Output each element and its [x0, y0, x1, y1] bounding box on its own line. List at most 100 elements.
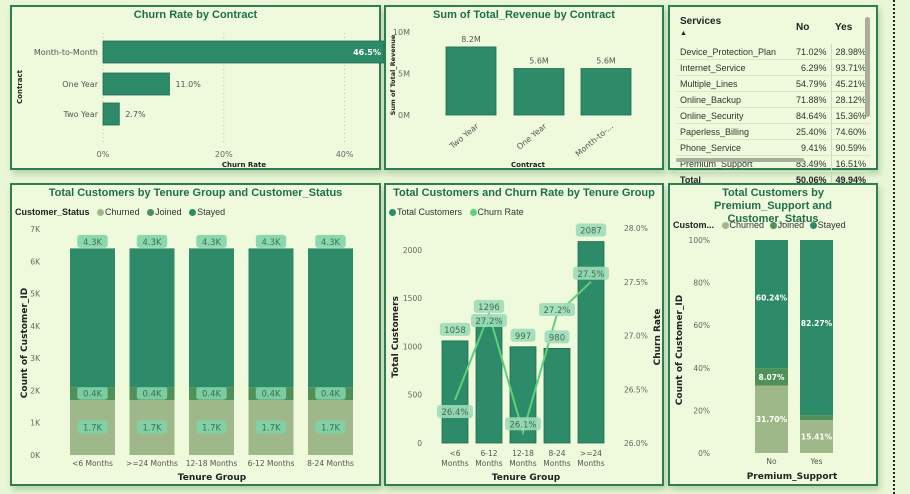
- no-cell: 9.41%: [792, 139, 832, 156]
- x-tick-label: >=24: [580, 449, 602, 458]
- x-axis-title: Tenure Group: [178, 473, 247, 483]
- legend-item-joined[interactable]: Joined: [142, 207, 182, 217]
- data-label: 5.6M: [596, 57, 616, 66]
- revenue-by-contract-chart: 0M 5M 10M 8.2M Two Year 5.6M One Year 5.6M Month…: [389, 28, 632, 169]
- data-label-bg: [77, 234, 108, 248]
- yes-cell: 90.59%: [831, 139, 871, 156]
- bar-segment-stayed: [129, 248, 175, 388]
- column-header-no[interactable]: No: [796, 21, 810, 33]
- churn-by-contract-panel[interactable]: Churn Rate by Contract 0% 20% 40% Month-to-…: [10, 5, 385, 170]
- data-label: 8.2M: [461, 35, 481, 44]
- x-tick-label: 6-12: [480, 449, 497, 458]
- legend-dot-icon: [721, 221, 729, 229]
- horizontal-scrollbar[interactable]: [676, 158, 804, 162]
- bar-segment-churned: [755, 385, 788, 453]
- bar-segment-stayed: [248, 248, 294, 388]
- y-axis-title: Count of Customer_ID: [675, 295, 685, 405]
- data-label: 15.41%: [801, 433, 833, 442]
- x-tick-label: Months: [509, 459, 537, 468]
- legend-item-churn-rate[interactable]: Churn Rate: [465, 207, 524, 217]
- table-row[interactable]: Phone_Service 9.41% 90.59%: [676, 139, 871, 156]
- bar-data-label-bg: [544, 330, 570, 344]
- yes-cell: 16.51%: [831, 155, 871, 172]
- table-row[interactable]: Online_Backup 71.88% 28.12%: [676, 91, 871, 108]
- vertical-scrollbar[interactable]: [865, 17, 870, 117]
- column-header-services[interactable]: Services ▲: [680, 16, 722, 37]
- bar: [102, 72, 170, 96]
- legend-dot-icon: [469, 208, 477, 216]
- x-tick-label: No: [766, 457, 777, 466]
- tenure-status-chart: 0K 1K 2K 3K 4K 5K 6K 7K 1.7K 0.4K 4.3K <6 Months 1.7…: [20, 225, 354, 483]
- service-cell: Multiple_Lines: [676, 75, 792, 92]
- x-tick-label: 20%: [215, 150, 233, 159]
- bar-data-label: 2087: [580, 227, 602, 237]
- data-label: 1.7K: [142, 424, 162, 434]
- y-tick-label: 4K: [30, 322, 41, 331]
- yes-cell: 28.12%: [831, 91, 871, 108]
- legend-item-total-customers[interactable]: Total Customers: [389, 207, 462, 217]
- x-tick-label: Months: [543, 459, 571, 468]
- data-label: 31.70%: [756, 415, 788, 424]
- data-label: 4.3K: [321, 238, 341, 248]
- data-label: 8.07%: [758, 373, 785, 382]
- legend: Custom... Churned Joined Stayed: [673, 220, 846, 230]
- legend-item-stayed[interactable]: Stayed: [184, 207, 225, 217]
- chart-title: Churn Rate by Contract: [133, 9, 258, 21]
- legend-dot-icon: [769, 221, 777, 229]
- x-tick-label: Yes: [809, 457, 822, 466]
- legend-item-churned[interactable]: Churned: [717, 220, 764, 230]
- legend-item-churned[interactable]: Churned: [92, 207, 140, 217]
- data-label: 0.4K: [142, 390, 162, 400]
- data-label: 4.3K: [83, 238, 103, 248]
- data-label-bg: [196, 420, 227, 434]
- x-axis-title: Premium_Support: [747, 472, 838, 482]
- chart-title: Total Customers and Churn Rate by Tenure…: [393, 187, 655, 199]
- x-tick-label: Month-to-...: [574, 122, 616, 159]
- table-row[interactable]: Device_Protection_Plan 71.02% 28.98%: [676, 44, 871, 60]
- bar-segment-stayed: [800, 240, 833, 416]
- y-tick-label: Month-to-Month: [34, 48, 98, 57]
- x-tick-label: One Year: [515, 121, 549, 151]
- bar-segment-joined: [800, 415, 833, 421]
- bar-data-label: 997: [515, 332, 531, 342]
- data-label: 4.3K: [202, 238, 222, 248]
- data-label-bg: [255, 420, 287, 434]
- y-tick-label: 500: [408, 391, 423, 400]
- data-label-bg: [77, 386, 108, 400]
- legend-dot-icon: [809, 221, 817, 229]
- table-row[interactable]: Multiple_Lines 54.79% 45.21%: [676, 75, 871, 92]
- y2-tick-label: 26.0%: [624, 439, 648, 448]
- data-label: 1.7K: [202, 424, 222, 434]
- table-row[interactable]: Paperless_Billing 25.40% 74.60%: [676, 123, 871, 140]
- data-label: 0.4K: [261, 390, 281, 400]
- revenue-by-contract-panel[interactable]: Sum of Total_Revenue by Contract 0M 5M 10M…: [384, 5, 664, 170]
- y-tick-label: 2000: [403, 246, 422, 255]
- table-row[interactable]: Internet_Service 6.29% 93.71%: [676, 59, 871, 76]
- bar-segment-stayed: [70, 248, 115, 388]
- legend-item-stayed[interactable]: Stayed: [807, 220, 846, 230]
- tenure-churn-panel[interactable]: Total Customers and Churn Rate by Tenure…: [384, 183, 664, 486]
- tenure-status-panel[interactable]: Total Customers by Tenure Group and Cust…: [10, 183, 381, 486]
- line-data-label-bg: [505, 417, 541, 431]
- bar: [102, 40, 385, 64]
- yes-cell: 15.36%: [831, 107, 871, 124]
- column-header-yes[interactable]: Yes: [835, 21, 853, 33]
- yes-cell: 49.94%: [835, 174, 867, 185]
- bar-data-label: 1058: [444, 326, 466, 336]
- y2-axis-title: Churn Rate: [653, 309, 663, 366]
- y-tick-label: 80%: [693, 279, 710, 288]
- y-tick-label: 2K: [30, 386, 41, 395]
- legend-item-joined[interactable]: Joined: [767, 220, 804, 230]
- chart-title: Total Customers by Premium_Support and C…: [714, 187, 832, 225]
- services-table-panel[interactable]: Services ▲ No Yes Device_Protection_Plan 7…: [668, 5, 878, 187]
- data-label: 60.24%: [756, 294, 788, 303]
- bar: [475, 317, 503, 444]
- service-cell: Online_Backup: [676, 91, 792, 108]
- y-tick-label: 100%: [689, 236, 710, 245]
- premium-status-panel[interactable]: Total Customers by Premium_Support and C…: [668, 183, 878, 486]
- x-tick-label: 8-24 Months: [307, 459, 354, 468]
- data-label: 0.4K: [202, 390, 222, 400]
- churn-by-contract-chart: 0% 20% 40% Month-to-Month 46.5% One Year 11.0%…: [16, 33, 385, 169]
- data-label: 4.3K: [142, 238, 162, 248]
- table-row[interactable]: Online_Security 84.64% 15.36%: [676, 107, 871, 124]
